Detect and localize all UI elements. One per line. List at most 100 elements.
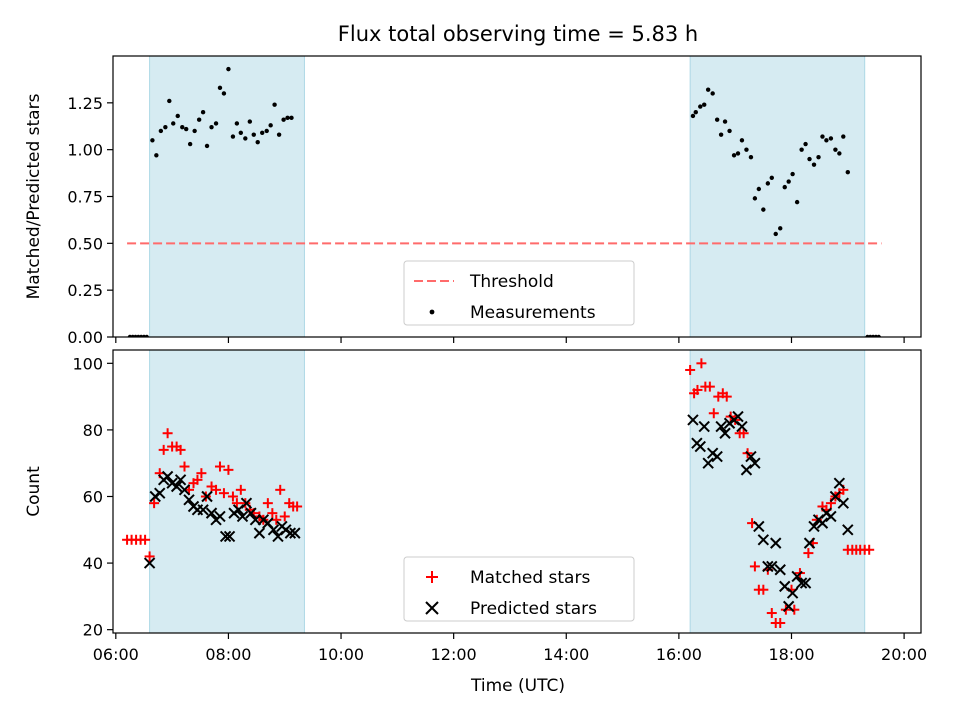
bottom-axes-frame <box>112 349 922 634</box>
data-point <box>738 428 749 439</box>
data-point <box>154 487 166 499</box>
data-point <box>276 132 282 137</box>
y-tick-label: 100 <box>72 354 103 373</box>
data-point <box>175 444 186 455</box>
data-point <box>687 414 699 426</box>
data-point <box>170 480 183 493</box>
data-point <box>757 534 770 546</box>
legend-label: Threshold <box>469 272 554 292</box>
data-point <box>268 123 273 128</box>
data-point <box>753 520 765 533</box>
y-tick-label: 0.75 <box>67 188 103 207</box>
data-point <box>744 147 749 152</box>
data-point <box>235 484 246 495</box>
data-point <box>200 110 206 115</box>
data-point <box>243 136 248 141</box>
data-point <box>698 104 703 109</box>
legend-swatch <box>429 309 435 315</box>
data-point <box>236 510 249 523</box>
data-point <box>174 474 187 486</box>
data-point <box>714 117 720 122</box>
y-axis-label: Count <box>24 466 44 517</box>
legend: Matched stars Predicted stars <box>403 556 635 622</box>
data-point <box>231 498 242 509</box>
data-point <box>740 464 753 476</box>
data-point <box>685 364 696 375</box>
data-point <box>281 117 286 122</box>
data-point <box>279 511 290 522</box>
legend: Threshold Measurements <box>403 260 635 326</box>
data-point <box>209 124 214 130</box>
x-tick-label: 06:00 <box>93 645 139 664</box>
y-tick-label: 0.50 <box>67 234 103 253</box>
data-point <box>161 470 174 483</box>
data-point <box>795 577 808 589</box>
data-point <box>786 587 799 599</box>
y-tick-label: 80 <box>83 421 103 440</box>
x-tick-label: 16:00 <box>656 645 702 664</box>
data-point <box>230 134 236 139</box>
data-point <box>732 410 744 423</box>
legend-swatch <box>426 571 438 583</box>
data-point <box>749 561 760 572</box>
y-tick-label: 20 <box>83 621 103 640</box>
data-point <box>284 527 297 539</box>
data-point <box>197 504 209 516</box>
data-point <box>702 102 707 107</box>
data-point <box>150 138 155 143</box>
data-point <box>223 530 236 543</box>
data-point <box>727 128 732 134</box>
data-point <box>289 527 301 539</box>
data-point <box>211 484 222 495</box>
data-point <box>762 560 774 573</box>
data-point <box>825 510 837 523</box>
data-point <box>816 154 821 160</box>
data-point <box>702 457 714 469</box>
data-point <box>745 450 757 463</box>
x-tick-label: 14:00 <box>543 645 589 664</box>
data-point <box>204 143 210 149</box>
data-point <box>183 494 195 506</box>
y-tick-label: 40 <box>83 554 103 573</box>
data-point <box>217 85 223 91</box>
data-point <box>240 497 253 509</box>
data-point <box>833 147 838 152</box>
data-point <box>782 184 787 190</box>
data-point <box>736 420 748 433</box>
data-point <box>272 102 277 107</box>
y-axis-label: Matched/Predicted stars <box>24 93 44 299</box>
data-point <box>786 179 791 184</box>
data-point <box>187 141 193 147</box>
data-point <box>271 514 282 525</box>
data-point <box>205 507 218 519</box>
data-point <box>201 490 213 503</box>
legend-label: Matched stars <box>470 568 590 588</box>
data-point <box>158 128 164 134</box>
data-point <box>183 126 189 132</box>
data-point <box>739 138 745 143</box>
data-point <box>180 124 185 130</box>
x-tick-label: 12:00 <box>431 645 477 664</box>
data-point <box>705 87 711 92</box>
data-point <box>143 557 156 569</box>
data-point <box>214 510 226 523</box>
data-point <box>769 175 774 180</box>
data-point <box>711 450 723 463</box>
data-point <box>841 134 846 139</box>
data-point <box>721 391 732 402</box>
data-point <box>260 130 265 136</box>
data-point <box>731 153 737 158</box>
data-point <box>192 128 197 134</box>
data-point <box>791 570 803 583</box>
data-point <box>692 384 703 395</box>
data-point <box>765 181 771 186</box>
data-point <box>696 358 707 369</box>
y-tick-label: 0.00 <box>67 328 103 347</box>
legend-swatch <box>425 601 439 615</box>
data-point <box>158 444 169 455</box>
data-point <box>264 128 269 134</box>
data-point <box>144 551 155 562</box>
data-point <box>167 98 172 104</box>
data-point <box>219 530 232 543</box>
data-point <box>816 517 829 529</box>
